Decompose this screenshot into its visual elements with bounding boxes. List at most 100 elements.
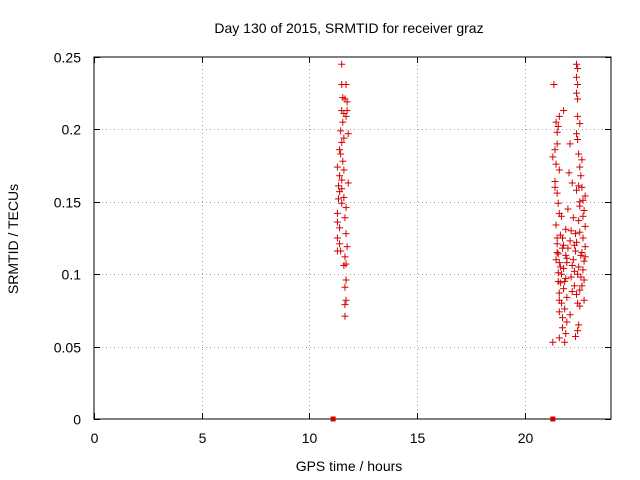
- data-point: [575, 217, 583, 225]
- data-point: [560, 241, 568, 249]
- data-point: [336, 240, 344, 248]
- data-point: [559, 324, 567, 332]
- data-point: [574, 299, 582, 307]
- data-point: [573, 238, 581, 246]
- data-point: [576, 163, 584, 171]
- data-point: [563, 259, 571, 267]
- data-point: [560, 285, 568, 293]
- data-point: [343, 243, 351, 251]
- data-point: [576, 120, 584, 128]
- data-point: [338, 176, 346, 184]
- data-point: [555, 166, 563, 174]
- data-point: [336, 224, 344, 232]
- data-point: [573, 130, 581, 138]
- data-point: [563, 318, 571, 326]
- data-point: [574, 136, 582, 144]
- data-point: [333, 163, 341, 171]
- data-point: [574, 81, 582, 89]
- data-point: [341, 301, 349, 309]
- data-point: [556, 263, 564, 271]
- data-point: [554, 123, 562, 131]
- data-point: [342, 204, 350, 212]
- data-point: [553, 128, 561, 136]
- chart-title: Day 130 of 2015, SRMTID for receiver gra…: [214, 20, 483, 36]
- data-point: [561, 305, 569, 313]
- data-point: [577, 273, 585, 281]
- data-point: [570, 267, 578, 275]
- data-point: [569, 214, 577, 222]
- data-point: [340, 262, 348, 270]
- data-point: [339, 157, 347, 165]
- data-point: [578, 248, 586, 256]
- data-point: [333, 218, 341, 226]
- data-point: [555, 296, 563, 304]
- data-point: [334, 182, 342, 190]
- y-tick-label: 0.2: [62, 122, 82, 138]
- data-point: [337, 150, 345, 158]
- y-tick-label: 0.25: [54, 50, 81, 66]
- data-point: [568, 288, 576, 296]
- data-point: [576, 228, 584, 236]
- data-point: [562, 251, 570, 259]
- data-point: [570, 282, 578, 290]
- data-point: [579, 212, 587, 220]
- data-point: [555, 259, 563, 267]
- data-point: [340, 134, 348, 142]
- data-point: [552, 221, 560, 229]
- data-point: [339, 118, 347, 126]
- data-point: [549, 153, 557, 161]
- zero-marker: [330, 416, 336, 422]
- data-point: [577, 172, 585, 180]
- y-tick-label: 0: [73, 412, 81, 428]
- data-point: [580, 296, 588, 304]
- x-axis-label: GPS time / hours: [296, 458, 403, 474]
- data-point: [574, 95, 582, 103]
- data-point: [563, 293, 571, 301]
- data-point: [336, 146, 344, 154]
- data-point: [579, 266, 587, 274]
- y-tick-label: 0.15: [54, 195, 81, 211]
- data-point: [573, 60, 581, 68]
- data-point: [573, 186, 581, 194]
- data-point: [555, 308, 563, 316]
- data-point: [557, 270, 565, 278]
- data-point: [333, 234, 341, 242]
- plot-frame: [93, 56, 612, 420]
- data-point: [554, 277, 562, 285]
- data-point: [553, 140, 561, 148]
- zero-marker: [550, 416, 556, 422]
- data-point: [555, 334, 563, 342]
- y-axis-label: SRMTID / TECUs: [5, 184, 21, 294]
- data-point: [576, 286, 584, 294]
- data-point: [559, 314, 567, 322]
- x-tick-label: 20: [518, 430, 534, 446]
- data-point: [578, 156, 586, 164]
- data-point: [551, 183, 559, 191]
- data-point: [571, 247, 579, 255]
- data-point: [555, 289, 563, 297]
- data-point: [561, 277, 569, 285]
- data-point: [574, 112, 582, 120]
- data-point: [338, 60, 346, 68]
- data-point: [549, 338, 557, 346]
- data-point: [554, 269, 562, 277]
- data-point: [334, 195, 342, 203]
- data-point: [560, 264, 568, 272]
- data-point: [574, 65, 582, 73]
- data-point: [342, 81, 350, 89]
- data-point: [337, 247, 345, 255]
- data-point: [550, 81, 558, 89]
- data-point: [553, 189, 561, 197]
- data-point: [344, 130, 352, 138]
- data-point: [559, 234, 567, 242]
- data-point: [338, 199, 346, 207]
- data-point: [342, 276, 350, 284]
- data-point: [571, 332, 579, 340]
- x-tick-label: 5: [199, 430, 207, 446]
- data-point: [581, 253, 589, 261]
- data-point: [341, 312, 349, 320]
- data-point: [562, 225, 570, 233]
- data-point: [341, 253, 349, 261]
- data-point: [564, 205, 572, 213]
